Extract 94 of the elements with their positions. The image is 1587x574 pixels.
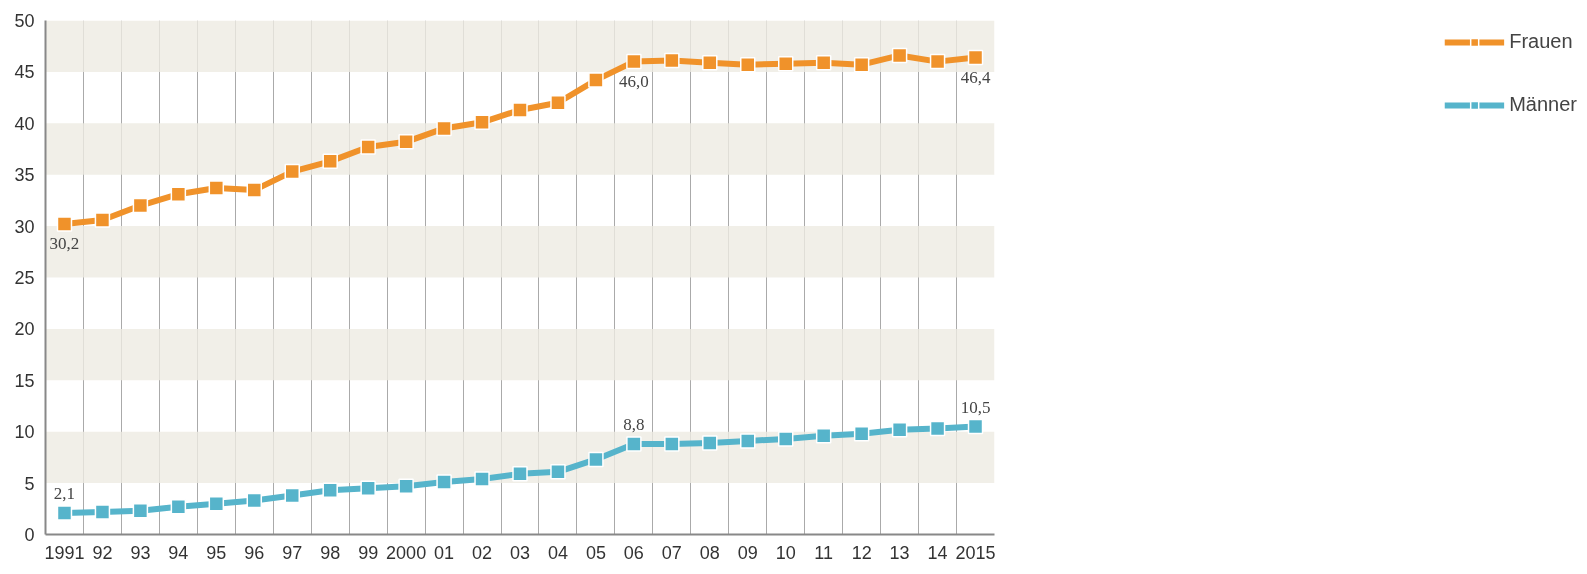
point xyxy=(208,495,225,512)
y-tick-label: 35 xyxy=(14,165,35,186)
point xyxy=(891,47,908,64)
y-tick-label: 25 xyxy=(14,268,35,288)
point xyxy=(512,102,528,118)
x-tick-label: 94 xyxy=(168,542,189,563)
point xyxy=(664,52,680,69)
point xyxy=(664,436,680,452)
x-tick-label: 02 xyxy=(472,542,493,563)
x-tick-label: 98 xyxy=(320,542,341,563)
x-tick-label: 2000 xyxy=(386,542,427,563)
point xyxy=(398,478,414,494)
point xyxy=(550,464,566,480)
point xyxy=(702,54,718,71)
point xyxy=(94,504,111,520)
point xyxy=(94,212,111,228)
x-tick-label: 06 xyxy=(623,542,644,563)
x-tick-label: 11 xyxy=(814,542,834,563)
x-tick-label: 99 xyxy=(358,542,379,563)
x-tick-label: 1991 xyxy=(44,542,85,563)
point xyxy=(777,431,794,447)
x-tick-label: 92 xyxy=(92,542,113,563)
point xyxy=(322,153,338,170)
y-tick-label: 5 xyxy=(24,473,35,494)
point xyxy=(777,55,794,72)
point xyxy=(929,420,946,437)
point xyxy=(740,56,756,73)
x-tick-label: 03 xyxy=(509,542,531,563)
x-tick-label: 07 xyxy=(661,542,682,563)
data-label: 10,5 xyxy=(960,397,991,417)
x-tick-label: 93 xyxy=(130,542,151,563)
point xyxy=(588,451,604,468)
point xyxy=(853,426,870,442)
data-label: 2,1 xyxy=(53,483,76,503)
y-tick-label: 15 xyxy=(14,370,35,391)
point xyxy=(512,466,528,482)
point xyxy=(740,433,756,449)
point xyxy=(474,114,490,131)
y-tick-label: 30 xyxy=(14,216,35,237)
point xyxy=(170,186,187,202)
data-label: 30,2 xyxy=(49,234,80,254)
legend-label: Männer xyxy=(1509,93,1577,116)
y-tick-label: 10 xyxy=(14,422,35,443)
point xyxy=(170,498,187,515)
point xyxy=(132,197,149,214)
x-tick-label: 95 xyxy=(206,542,227,563)
point xyxy=(853,56,870,73)
point xyxy=(56,216,73,232)
x-tick-label: 12 xyxy=(851,542,872,563)
point xyxy=(967,49,984,66)
point xyxy=(550,94,566,111)
x-tick-label: 05 xyxy=(585,542,606,563)
point xyxy=(360,139,376,155)
point xyxy=(284,163,300,180)
x-tick-label: 08 xyxy=(699,542,720,563)
y-tick-label: 20 xyxy=(14,319,35,340)
point xyxy=(246,492,263,509)
data-label: 46,4 xyxy=(960,67,991,87)
point xyxy=(56,505,73,521)
x-tick-label: 2015 xyxy=(955,542,996,563)
y-tick-label: 40 xyxy=(14,113,35,134)
data-label: 8,8 xyxy=(623,415,645,435)
point xyxy=(891,421,908,438)
y-tick-label: 0 xyxy=(24,525,35,545)
x-tick-label: 14 xyxy=(927,542,948,563)
x-tick-label: 10 xyxy=(775,542,796,563)
point xyxy=(815,428,832,444)
x-tick-label: 13 xyxy=(889,542,910,563)
point xyxy=(967,418,984,435)
y-tick-label: 45 xyxy=(14,62,35,83)
data-label: 46,0 xyxy=(619,71,649,91)
point xyxy=(246,182,263,198)
point xyxy=(360,480,376,496)
point xyxy=(436,120,452,137)
legend-label: Frauen xyxy=(1509,30,1573,53)
point xyxy=(815,54,832,71)
point xyxy=(322,482,338,499)
x-tick-label: 97 xyxy=(282,542,303,563)
point xyxy=(702,435,718,451)
point xyxy=(626,53,642,70)
point xyxy=(929,53,946,70)
point xyxy=(284,487,300,504)
point xyxy=(626,436,642,452)
point xyxy=(208,180,225,196)
x-tick-label: 96 xyxy=(244,542,265,563)
point xyxy=(474,471,490,487)
x-tick-label: 04 xyxy=(547,542,568,563)
point xyxy=(398,134,414,150)
x-tick-label: 09 xyxy=(737,542,758,563)
x-tick-label: 01 xyxy=(434,542,455,563)
point xyxy=(588,72,604,88)
y-tick-label: 50 xyxy=(14,11,35,31)
point xyxy=(436,474,452,490)
point xyxy=(132,503,149,519)
